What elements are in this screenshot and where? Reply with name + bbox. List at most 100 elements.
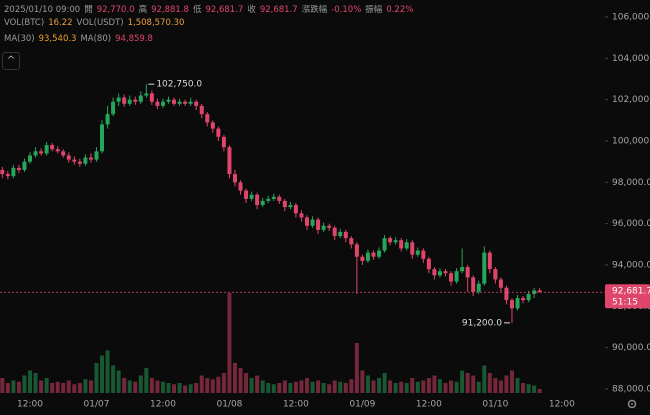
last-price-box (605, 284, 650, 309)
last-price-label: 92,681.7 (612, 287, 650, 297)
candle-body (277, 196, 282, 201)
settings-icon[interactable] (626, 398, 638, 410)
volume-bar (305, 378, 309, 393)
candle-body (476, 283, 481, 292)
volume-bar (255, 375, 260, 393)
volume-bar (39, 380, 44, 393)
candle-body (66, 155, 71, 160)
candle-body (377, 250, 382, 257)
candle-body (188, 101, 193, 104)
x-tick-label: 12:00 (416, 400, 442, 410)
candle-body (172, 99, 177, 104)
x-tick-label: 12:00 (549, 400, 575, 410)
volume-bar (94, 363, 99, 393)
ohlc-header: 2025/01/10 09:00 開 92,770.0 高 92,881.8 低 92,68… (4, 3, 417, 15)
candle-body (205, 114, 210, 123)
volume-bar (521, 383, 526, 393)
y-tick-label: 100,000.0 (612, 137, 650, 147)
y-tick-label: 102,000.0 (612, 95, 650, 105)
field-label: MA(80) (80, 34, 112, 44)
candle-body (183, 101, 188, 104)
volume-bar (537, 388, 542, 393)
x-tick-label: 01/07 (84, 400, 110, 410)
field-value: 92,881.8 (151, 5, 189, 15)
field-value: 16.22 (48, 18, 73, 28)
candle-body (260, 200, 265, 206)
volume-bar (55, 381, 60, 393)
volume-bar (321, 383, 326, 393)
volume-bar (365, 375, 370, 393)
candle-body (449, 273, 454, 282)
volume-bar (465, 373, 470, 393)
candle-body (94, 151, 99, 160)
candle-body (493, 269, 498, 280)
volume-bar (232, 363, 237, 393)
field-label: VOL(BTC) (4, 18, 45, 28)
volume-bar (421, 380, 426, 393)
y-tick-label: 88,000.0 (612, 385, 650, 395)
volume-bar (33, 373, 38, 393)
volume-bar (260, 380, 265, 393)
volume-bar (338, 381, 343, 393)
candle-body (0, 169, 5, 175)
candle-body (55, 149, 60, 152)
volume-bar (249, 378, 254, 393)
candle-body (88, 157, 93, 160)
candle-body (354, 244, 359, 257)
field-value: 92,770.0 (96, 5, 135, 15)
candle-body (426, 258, 431, 270)
volume-bar (83, 379, 88, 393)
candle-body (155, 101, 160, 106)
candle-body (266, 198, 271, 201)
volume-bar (199, 375, 204, 393)
candle-body (83, 157, 88, 164)
volume-bar (277, 383, 282, 393)
volume-bar (432, 375, 437, 393)
volume-bar (155, 380, 160, 393)
x-tick-label: 01/09 (349, 400, 375, 410)
candle-body (72, 159, 77, 162)
candle-body (249, 194, 254, 199)
volume-bar (11, 380, 16, 393)
volume-bar (122, 378, 127, 393)
candle-body (321, 225, 326, 230)
candle-body (432, 269, 437, 276)
candle-body (371, 252, 376, 257)
candle-body (166, 99, 171, 102)
candle-body (316, 219, 321, 230)
collapse-button[interactable]: ^ (2, 52, 20, 70)
volume-bar (44, 378, 49, 393)
candle-body (415, 250, 420, 255)
volume-bar (476, 381, 481, 393)
volume-bar (216, 376, 221, 393)
volume-bar (504, 375, 509, 393)
candle-body (177, 101, 182, 104)
candle-body (509, 300, 514, 309)
volume-bar (116, 370, 121, 393)
candle-body (532, 290, 537, 294)
candle-body (232, 174, 237, 183)
candle-body (521, 298, 526, 301)
candle-body (487, 252, 492, 270)
volume-bar (127, 380, 132, 393)
volume-bar (221, 373, 226, 393)
volume-bar (50, 383, 55, 393)
candle-body (382, 238, 387, 251)
candle-body (410, 242, 415, 255)
candle-body (388, 238, 393, 243)
volume-bar (177, 383, 182, 393)
volume-bar (360, 370, 365, 393)
volume-bar (149, 378, 154, 393)
volume-bar (105, 350, 110, 393)
field-label: 漲跌幅 (301, 5, 328, 15)
volume-bar (426, 378, 431, 393)
candle-body (293, 205, 298, 214)
volume-bar (415, 381, 420, 393)
candle-body (443, 271, 448, 274)
candle-body (399, 240, 404, 249)
volume-bar (5, 383, 10, 393)
volume-bar (410, 378, 415, 393)
candle-body (28, 155, 32, 162)
volume-bar (22, 375, 27, 393)
volume-bar (194, 383, 199, 393)
